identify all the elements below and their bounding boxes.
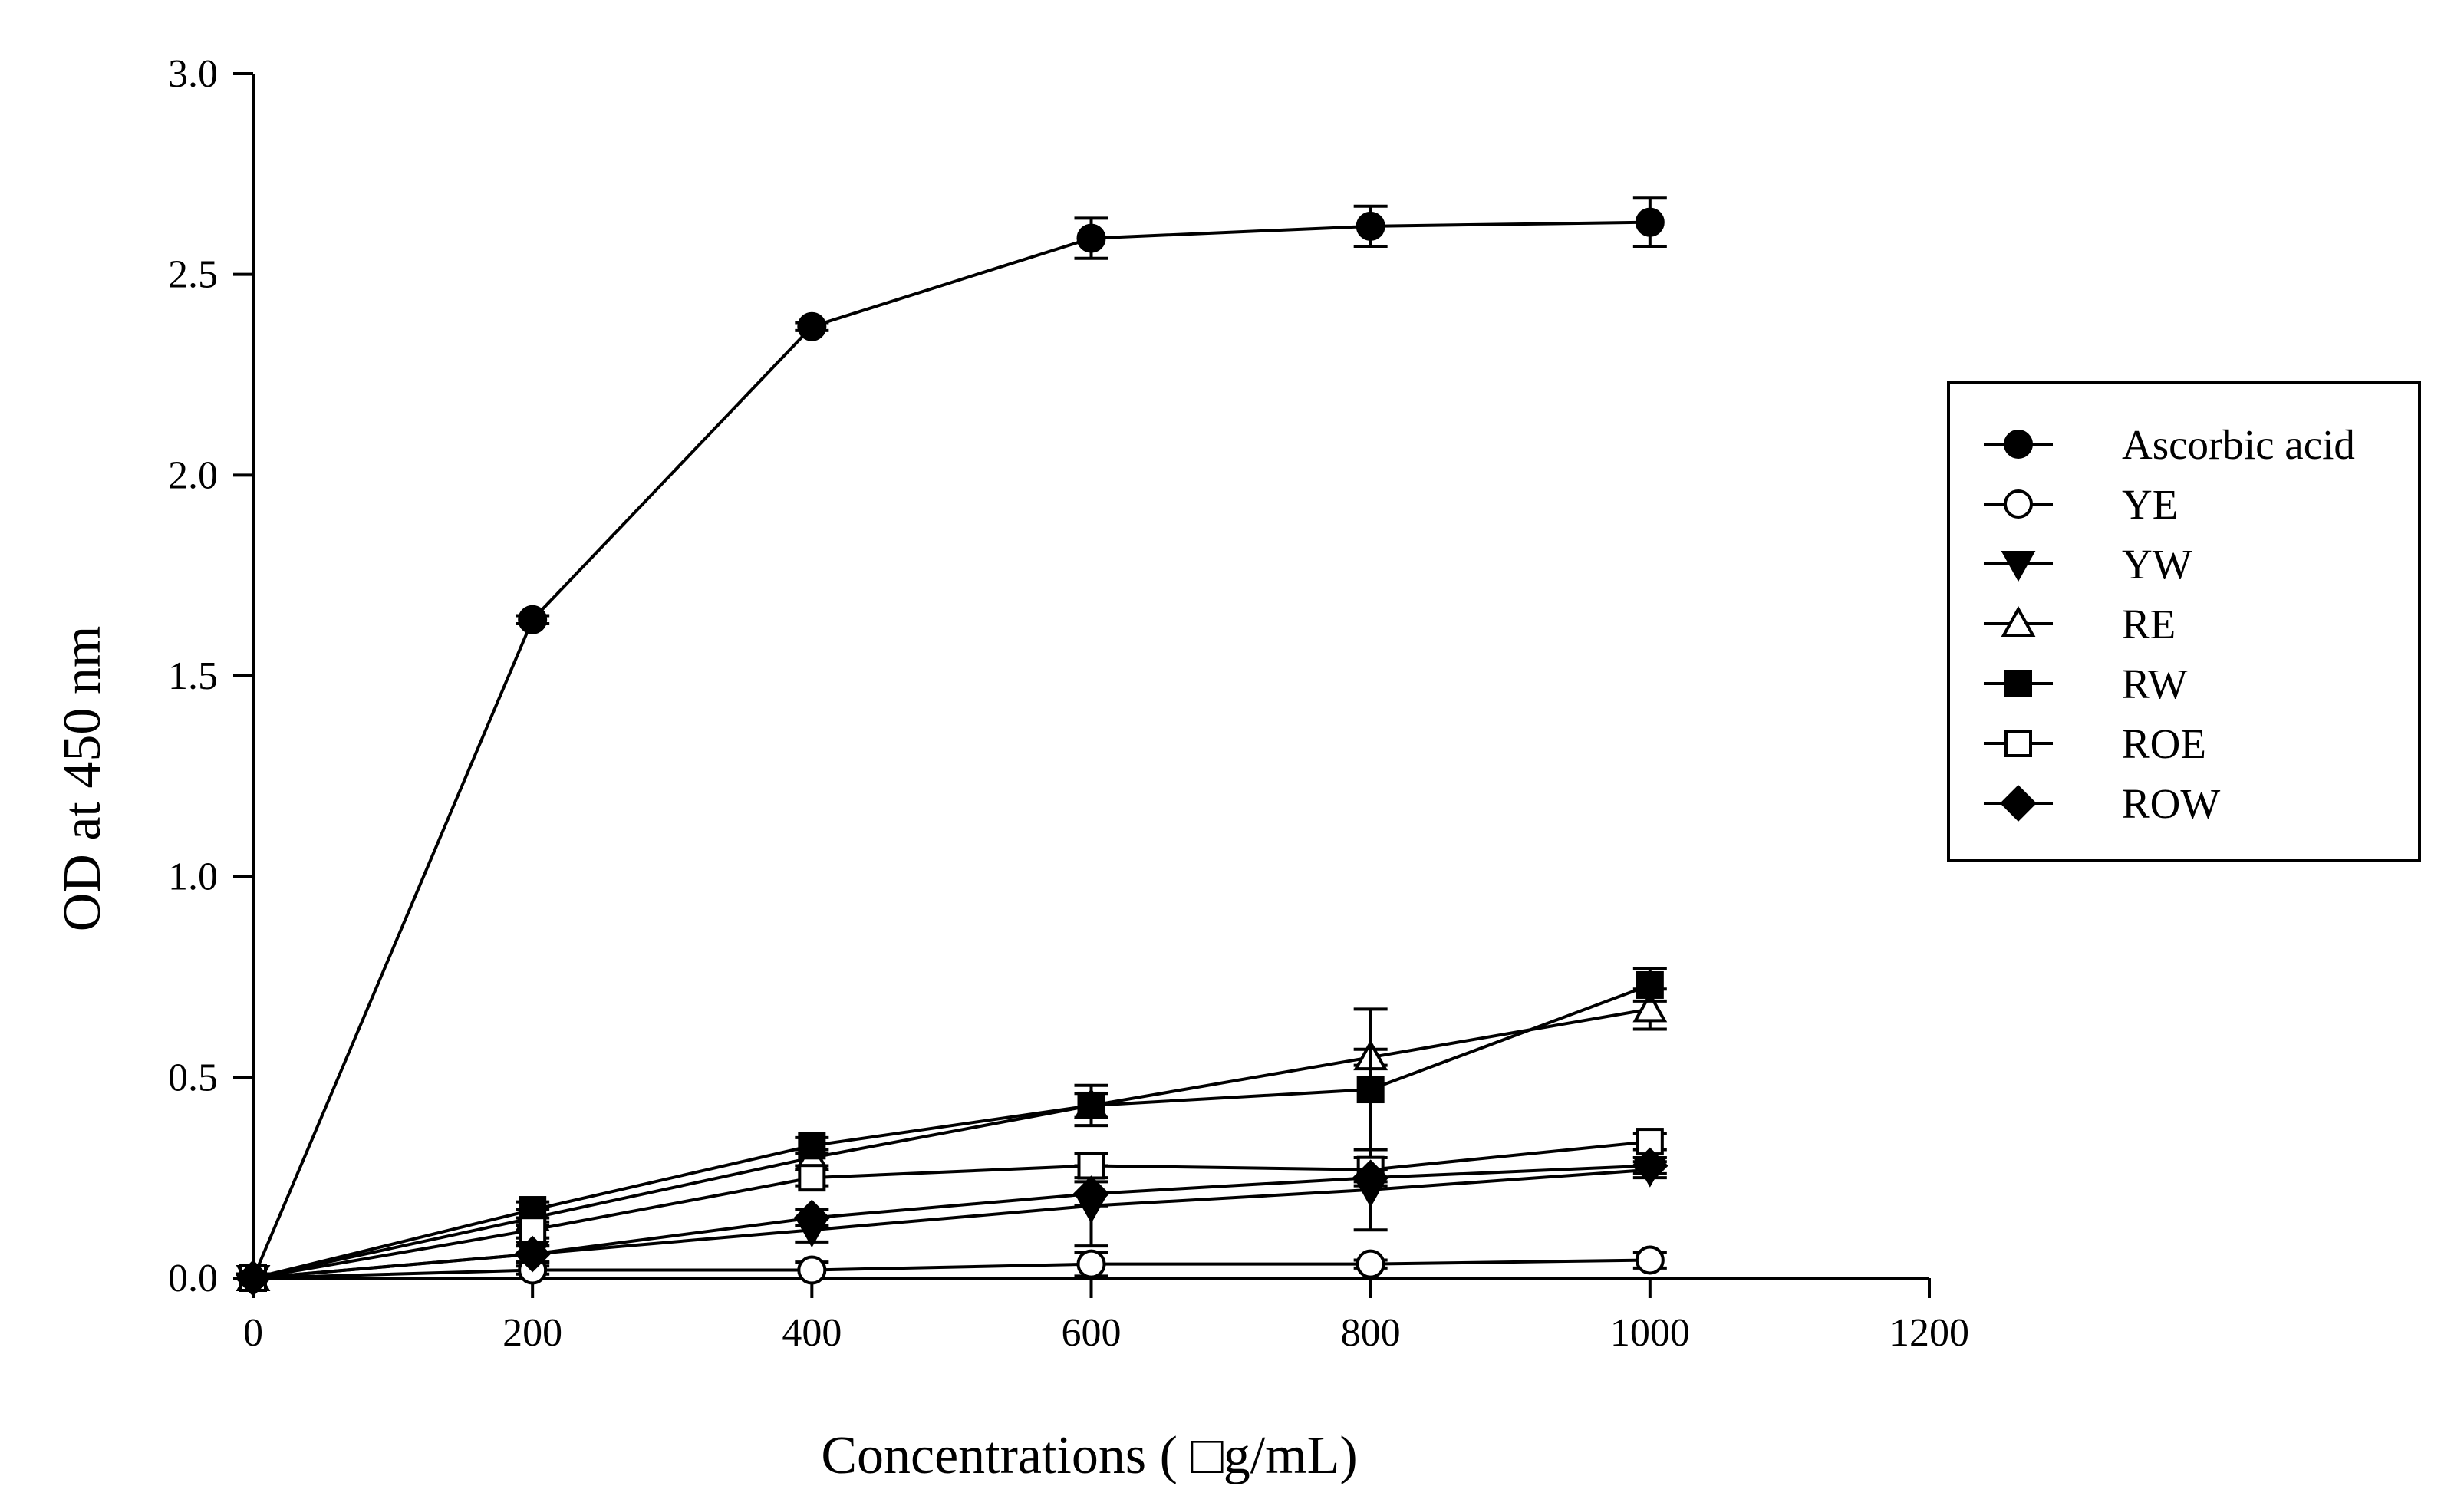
y-tick-label: 0.5 xyxy=(168,1056,218,1099)
series-line xyxy=(252,1007,1651,1280)
data-point xyxy=(798,1132,826,1160)
legend-item-roe: ROE xyxy=(1984,720,2206,767)
legend-marker xyxy=(2004,430,2033,459)
legend-item-yw: YW xyxy=(1984,541,2192,588)
legend-label: RW xyxy=(2122,661,2188,707)
data-point xyxy=(797,1255,827,1285)
y-tick-label: 3.0 xyxy=(168,52,218,96)
x-tick-label: 800 xyxy=(1341,1311,1401,1355)
data-point xyxy=(1352,1159,1389,1196)
data-point xyxy=(793,1199,831,1237)
data-point xyxy=(518,605,548,634)
y-tick-label: 2.5 xyxy=(168,253,218,297)
legend-marker xyxy=(2001,605,2036,637)
data-point xyxy=(1076,1249,1106,1279)
legend-marker xyxy=(2004,730,2032,757)
data-point xyxy=(1632,991,1668,1023)
data-point xyxy=(1356,211,1385,241)
legend-marker xyxy=(2004,489,2033,519)
series-row xyxy=(235,1147,1668,1297)
legend-label: YW xyxy=(2122,541,2192,588)
series-line xyxy=(252,984,1651,1280)
legend-marker xyxy=(2000,785,2037,822)
data-point xyxy=(1635,1245,1665,1275)
axes: 0 200 400 600 800 1000 1200 0.0 0.5 1.0 1.5 2.0 2.5 3… xyxy=(168,52,1969,1355)
data-point xyxy=(798,1164,826,1192)
legend-item-re: RE xyxy=(1984,601,2176,647)
legend-item-rw: RW xyxy=(1984,661,2188,707)
series-line xyxy=(252,1258,1650,1280)
legend-label: Ascorbic acid xyxy=(2122,421,2355,468)
data-point xyxy=(1635,207,1665,237)
data-point xyxy=(1076,223,1106,253)
y-tick-label: 1.0 xyxy=(168,855,218,899)
series-line xyxy=(252,220,1650,1279)
legend-item-ascorbic-acid: Ascorbic acid xyxy=(1984,421,2355,468)
legend-label: ROW xyxy=(2122,780,2220,827)
legend-label: YE xyxy=(2122,481,2178,528)
data-point xyxy=(235,1260,272,1297)
series-line xyxy=(252,1164,1650,1280)
legend-box xyxy=(1947,381,2421,862)
y-axis-title: OD at 450 nm xyxy=(53,626,112,932)
series-ye xyxy=(236,1245,1667,1293)
legend: Ascorbic acid YE YW RE RW ROE ROW xyxy=(1947,381,2421,862)
series-rw xyxy=(236,967,1667,1292)
data-point xyxy=(1077,1091,1105,1119)
y-tick-label: 1.5 xyxy=(168,654,218,698)
data-point xyxy=(1356,1249,1385,1279)
series-line xyxy=(252,1140,1651,1280)
series-layer xyxy=(235,196,1668,1297)
x-tick-label: 0 xyxy=(243,1311,263,1355)
data-point xyxy=(1636,970,1664,999)
data-point xyxy=(1632,1147,1668,1185)
data-point xyxy=(1077,1152,1105,1180)
data-point xyxy=(514,1235,551,1273)
x-tick-label: 1200 xyxy=(1889,1311,1969,1355)
x-axis-title: Concentrations ( □g/mL) xyxy=(821,1426,1357,1485)
data-point xyxy=(1072,1175,1110,1212)
legend-label: RE xyxy=(2122,601,2176,647)
legend-label: ROE xyxy=(2122,720,2206,767)
y-tick-label: 2.0 xyxy=(168,453,218,497)
x-tick-label: 400 xyxy=(782,1311,842,1355)
data-point xyxy=(1356,1076,1385,1104)
x-tick-label: 1000 xyxy=(1610,1311,1690,1355)
y-tick-label: 0.0 xyxy=(168,1257,218,1300)
legend-marker xyxy=(2004,670,2032,697)
legend-marker xyxy=(2001,551,2036,582)
x-tick-label: 600 xyxy=(1062,1311,1122,1355)
legend-item-row: ROW xyxy=(1984,780,2220,827)
series-ascorbic-acid xyxy=(236,196,1667,1293)
data-point xyxy=(797,311,827,341)
legend-item-ye: YE xyxy=(1984,481,2178,528)
x-tick-label: 200 xyxy=(502,1311,562,1355)
